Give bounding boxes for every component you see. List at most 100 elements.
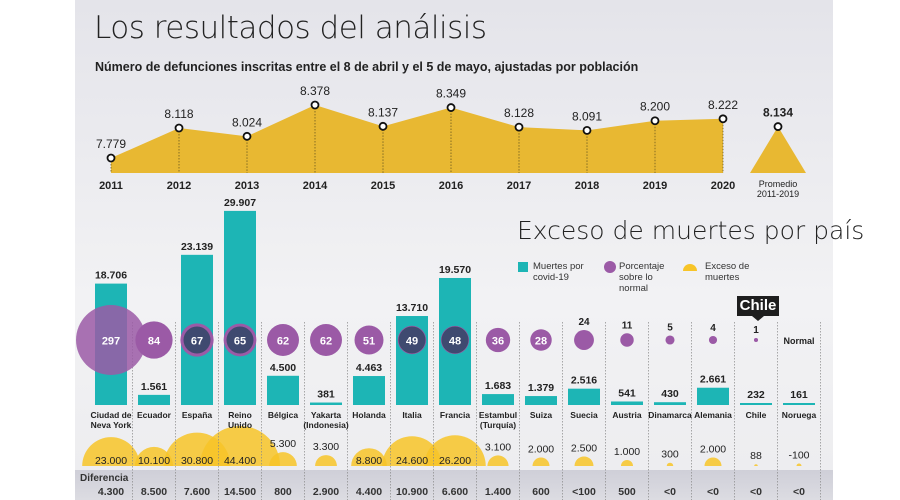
covid-bar [654,402,686,405]
area-value-label: 8.349 [436,87,466,101]
country-label: Neva York [91,420,132,430]
average-point [773,122,783,131]
difference-value: <0 [707,486,719,498]
covid-bar [740,403,772,405]
pct-value-label: 62 [320,336,332,348]
pct-inner-circle [441,326,469,354]
country-label: Alemania [694,410,732,420]
covid-value-label: 29.907 [224,197,256,209]
excess-semicircle [351,448,387,466]
legend-circle-icon [604,261,616,273]
area-year-label: 2013 [235,180,259,192]
pct-value-label: 36 [492,336,504,348]
difference-value: 4.300 [98,486,124,498]
area-value-label: 7.779 [96,137,126,151]
covid-value-label: 1.683 [485,380,511,392]
pct-circle [485,327,511,353]
pct-value-label: 49 [406,336,418,348]
excess-value-label: -100 [788,450,809,462]
excess-value-label: 26.200 [439,455,471,467]
chile-tag: Chile [737,296,779,321]
area-point [242,131,252,141]
country-label: Ciudad de [90,410,131,420]
pct-circle [620,333,634,347]
pct-circle [267,324,299,356]
country-label: Chile [746,410,767,420]
pct-value-label: 1 [753,325,759,336]
excess-semicircle [82,437,140,466]
country-label: Suiza [530,410,552,420]
pct-circle [530,329,552,351]
difference-value: 500 [618,486,636,498]
difference-label: Diferencia [80,473,129,484]
normal-label: Normal [783,336,814,346]
pct-value-label: 62 [277,336,289,348]
excess-value-label: 88 [750,450,762,462]
excess-semicircle [532,457,550,466]
area-point [582,125,592,135]
excess-value-label: 1.000 [614,446,640,458]
pct-inner-circle [183,326,211,354]
area-year-label: 2011 [99,180,123,192]
covid-value-label: 1.561 [141,381,167,393]
area-point [310,100,320,110]
country-label: España [182,410,213,420]
excess-semicircle [424,435,486,466]
area-year-label: 2019 [643,180,667,192]
excess-semicircle [620,460,634,466]
covid-value-label: 232 [747,389,765,401]
excess-value-label: 2.500 [571,443,597,455]
area-value-label: 8.137 [368,105,398,119]
pct-circle [574,330,594,350]
covid-value-label: 13.710 [396,302,428,314]
covid-bar [482,394,514,405]
area-year-label: 2014 [303,180,328,192]
pct-circle [753,337,759,343]
legend-pct: Porcentaje sobre lo normal [604,261,674,294]
excess-semicircle [754,464,758,466]
country-label: Noruega [782,410,817,420]
country-label: (Indonesia) [303,420,349,430]
country-label: Holanda [352,410,386,420]
area-year-label: 2017 [507,180,531,192]
area-year-label: 2018 [575,180,599,192]
covid-bar [353,376,385,405]
pct-value-label: 24 [578,317,590,328]
pct-circle [665,335,675,345]
difference-value: <0 [664,486,676,498]
legend-covid: Muertes por covid-19 [518,261,593,283]
area-year-label: 2020 [711,180,735,192]
country-label: Reino [228,410,252,420]
area-year-label: 2012 [167,180,191,192]
covid-value-label: 19.570 [439,264,471,276]
excess-value-label: 2.000 [700,444,726,456]
difference-value: 8.500 [141,486,167,498]
pct-value-label: 4 [710,323,716,334]
area-point [106,153,116,163]
excess-value-label: 2.000 [528,444,554,456]
excess-value-label: 300 [661,449,679,461]
covid-bar [267,375,299,405]
country-label: Ecuador [137,410,172,420]
covid-bar [224,210,256,405]
difference-value: 7.600 [184,486,210,498]
excess-value-label: 24.600 [396,455,428,467]
difference-value: 4.400 [356,486,382,498]
covid-bar [138,394,170,405]
difference-value: 10.900 [396,486,428,498]
excess-value-label: 8.800 [356,455,382,467]
excess-value-label: 10.100 [138,455,170,467]
area-value-label: 8.200 [640,100,670,114]
pct-value-label: 51 [363,336,375,348]
pct-value-label: 48 [449,336,461,348]
section-title: Exceso de muertes por país [517,216,865,245]
area-point [378,121,388,131]
area-year-label: 2015 [371,180,395,192]
country-label: Bélgica [268,410,299,420]
difference-value: 6.600 [442,486,468,498]
area-point [514,122,524,132]
covid-value-label: 4.463 [356,362,382,374]
covid-value-label: 4.500 [270,362,296,374]
area-value-label: 8.118 [164,107,193,121]
